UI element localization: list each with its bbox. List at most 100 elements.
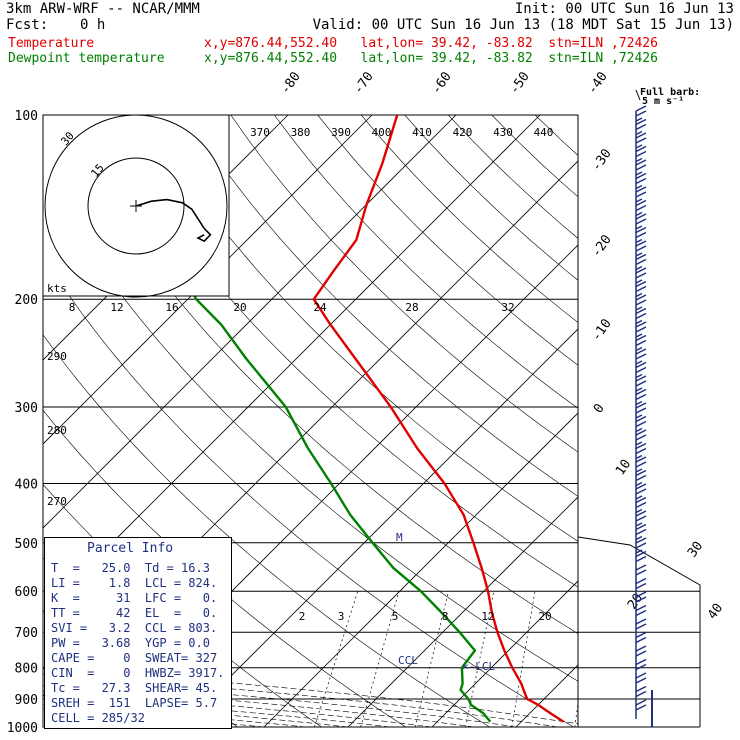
dry-adiabat bbox=[274, 115, 578, 409]
barb-flag bbox=[635, 402, 647, 409]
wind-barb bbox=[635, 456, 647, 476]
isotherm bbox=[600, 115, 740, 727]
barb-flag bbox=[635, 442, 647, 450]
model-title: 3km ARW-WRF -- NCAR/MMM bbox=[6, 1, 200, 17]
mixing-ratio-line bbox=[465, 591, 495, 727]
barb-flag bbox=[635, 312, 647, 320]
barb-flag bbox=[635, 213, 647, 220]
barb-flag bbox=[635, 279, 643, 284]
valid-time: Valid: 00 UTC Sun 16 Jun 13 (18 MDT Sat … bbox=[312, 17, 734, 33]
parcel-info-rows: T = 25.0 Td = 16.3 LI = 1.8 LCL = 824. K =… bbox=[51, 561, 224, 726]
barb-key-label: Full barb: bbox=[640, 87, 700, 98]
temperature-location: x,y=876.44,552.40 lat,lon= 39.42, -83.82… bbox=[204, 36, 658, 51]
barb-flag bbox=[635, 596, 647, 603]
pressure-label: 600 bbox=[15, 585, 38, 600]
barb-flag bbox=[635, 204, 647, 212]
isotherm-label: -10 bbox=[589, 316, 615, 344]
pressure-label: 700 bbox=[15, 626, 38, 641]
wind-barb bbox=[635, 321, 647, 341]
barb-flag bbox=[635, 117, 643, 122]
init-time: Init: 00 UTC Sun 16 Jun 13 bbox=[514, 1, 734, 17]
wind-barb bbox=[635, 375, 647, 395]
wind-barb bbox=[635, 388, 647, 409]
barb-flag bbox=[635, 677, 647, 684]
mixing-bottom-label: 12 bbox=[481, 610, 494, 623]
wind-barb bbox=[635, 280, 647, 301]
wind-barb bbox=[635, 442, 647, 463]
wind-barb bbox=[635, 213, 647, 233]
isotherm bbox=[43, 115, 541, 613]
barb-flag bbox=[635, 319, 643, 325]
barb-flag bbox=[635, 171, 643, 176]
hodograph-ring bbox=[44, 114, 228, 298]
barb-flag bbox=[635, 105, 647, 112]
isotherm-label: -20 bbox=[589, 232, 615, 260]
pressure-label: 200 bbox=[15, 293, 38, 308]
hodograph-units: kts bbox=[47, 282, 67, 295]
barb-flag bbox=[635, 191, 647, 198]
wind-barb bbox=[635, 132, 647, 152]
wind-barb bbox=[635, 496, 647, 517]
parcel-info-row: Tc = 27.3 SHEAR= 45. bbox=[51, 681, 218, 695]
barb-flag bbox=[635, 159, 647, 166]
wind-barb bbox=[635, 267, 647, 287]
barb-flag bbox=[635, 604, 647, 612]
barb-flag bbox=[635, 348, 647, 355]
barb-flag bbox=[635, 510, 647, 517]
barb-flag bbox=[635, 164, 647, 171]
wind-barb bbox=[635, 307, 647, 328]
wind-barb bbox=[635, 645, 647, 665]
barb-flag bbox=[635, 631, 647, 639]
barb-flag bbox=[635, 252, 643, 257]
wind-barb bbox=[635, 361, 647, 382]
mixing-bottom-label: 20 bbox=[538, 610, 551, 623]
barb-key-staff bbox=[635, 89, 641, 101]
barb-flag bbox=[635, 137, 647, 144]
barb-flag bbox=[635, 245, 647, 252]
parcel-info-row: CAPE = 0 SWEAT= 327 bbox=[51, 651, 218, 665]
wind-barb bbox=[635, 523, 647, 544]
theta-side-label: 280 bbox=[47, 424, 67, 437]
barb-flag bbox=[635, 280, 647, 288]
barb-flag bbox=[635, 488, 647, 495]
mixing-top-label: 12 bbox=[110, 301, 123, 314]
barb-flag bbox=[635, 508, 643, 514]
isotherm-label: -60 bbox=[429, 69, 455, 97]
barb-flag bbox=[635, 555, 647, 563]
isotherm bbox=[684, 115, 740, 727]
pressure-label: 900 bbox=[15, 693, 38, 708]
barb-flag bbox=[635, 240, 647, 247]
isotherm-label: -70 bbox=[351, 69, 377, 97]
wind-barb bbox=[635, 240, 647, 260]
dry-adiabat bbox=[143, 115, 578, 542]
barb-flag bbox=[635, 333, 643, 338]
parcel-info-row: SREH = 151 LAPSE= 5.7 bbox=[51, 696, 218, 710]
mixing-bottom-label: 5 bbox=[392, 610, 399, 623]
barb-flag bbox=[635, 346, 643, 352]
wind-barb bbox=[635, 145, 647, 166]
isotherm-label: -80 bbox=[278, 69, 304, 97]
barb-flag bbox=[635, 265, 643, 271]
pressure-label: 400 bbox=[15, 477, 38, 492]
wind-barb bbox=[635, 564, 647, 584]
barb-flag bbox=[635, 361, 647, 369]
barb-flag bbox=[635, 542, 647, 549]
barb-flag bbox=[635, 481, 643, 487]
barb-flag bbox=[635, 238, 643, 244]
mixing-bottom-label: 8 bbox=[442, 610, 449, 623]
dewpoint-legend: Dewpoint temperature bbox=[8, 51, 165, 66]
barb-flag bbox=[635, 429, 647, 436]
wind-barb bbox=[635, 348, 647, 368]
wind-barb bbox=[635, 105, 647, 125]
barb-flag bbox=[635, 226, 647, 234]
barb-flag bbox=[635, 326, 647, 333]
barb-flag bbox=[635, 456, 647, 463]
pressure-label: 800 bbox=[15, 662, 38, 677]
barb-flag bbox=[635, 495, 643, 500]
barb-flag bbox=[635, 569, 647, 576]
wind-barb bbox=[635, 172, 647, 193]
dry-adiabat bbox=[43, 256, 575, 727]
ccl-label: CCL bbox=[398, 654, 418, 667]
wind-barb bbox=[635, 469, 647, 490]
barb-flag bbox=[635, 550, 647, 558]
